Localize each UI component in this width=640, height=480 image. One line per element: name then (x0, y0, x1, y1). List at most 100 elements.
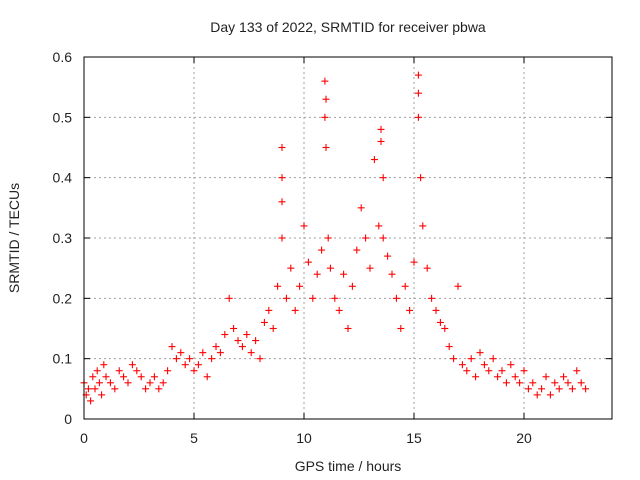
data-point (84, 385, 92, 393)
data-point (87, 397, 95, 405)
data-point (489, 355, 497, 363)
data-point (467, 355, 475, 363)
data-point (392, 294, 400, 302)
data-point (357, 204, 365, 212)
data-point (216, 349, 224, 357)
x-tick-label: 10 (296, 430, 312, 446)
data-point (93, 367, 101, 375)
data-point (582, 385, 590, 393)
data-point (331, 294, 339, 302)
data-point (278, 174, 286, 182)
data-point (260, 318, 268, 326)
data-point (335, 306, 343, 314)
y-tick-label: 0 (64, 411, 72, 427)
data-point (340, 270, 348, 278)
data-point (417, 174, 425, 182)
data-point (300, 222, 308, 230)
axis-ticks (83, 56, 612, 420)
data-point (89, 373, 97, 381)
data-point (155, 385, 163, 393)
data-point (419, 222, 427, 230)
data-point (529, 379, 537, 387)
data-point (199, 349, 207, 357)
data-point (445, 343, 453, 351)
data-point (159, 379, 167, 387)
data-point (172, 355, 180, 363)
y-tick-label: 0.4 (53, 170, 73, 186)
plot-frame (83, 56, 613, 420)
data-point (414, 71, 422, 79)
data-point (551, 379, 559, 387)
data-point (225, 294, 233, 302)
data-point (388, 270, 396, 278)
data-point (406, 306, 414, 314)
data-point (441, 325, 449, 332)
data-point (511, 373, 519, 381)
x-axis-label: GPS time / hours (295, 458, 402, 474)
data-point (282, 294, 290, 302)
grid-lines (84, 57, 612, 419)
data-point (564, 379, 572, 387)
data-point (321, 77, 329, 85)
data-point (379, 234, 387, 242)
data-point (370, 156, 378, 164)
data-point (463, 367, 471, 375)
data-point (278, 144, 286, 151)
data-point (362, 234, 370, 242)
chart-title: Day 133 of 2022, SRMTID for receiver pbw… (210, 19, 486, 35)
data-point (230, 325, 238, 332)
data-point (278, 198, 286, 206)
data-series-points (80, 71, 590, 405)
data-point (322, 144, 330, 151)
x-tick-label: 5 (190, 430, 198, 446)
data-point (137, 373, 145, 381)
data-point (203, 373, 211, 381)
data-point (291, 306, 299, 314)
data-point (498, 367, 506, 375)
data-point (432, 306, 440, 314)
data-point (318, 246, 326, 254)
data-point (485, 367, 493, 375)
data-point (186, 355, 194, 363)
data-point (313, 270, 321, 278)
data-point (502, 379, 510, 387)
y-tick-labels: 0 0.1 0.2 0.3 0.4 0.5 0.6 (53, 49, 73, 427)
data-point (234, 337, 242, 345)
data-point (555, 385, 563, 393)
y-tick-label: 0.6 (53, 49, 73, 65)
x-tick-label: 20 (516, 430, 532, 446)
data-point (348, 282, 356, 290)
data-point (538, 385, 546, 393)
data-point (296, 282, 304, 290)
data-point (458, 361, 466, 369)
data-point (577, 379, 585, 387)
data-point (106, 379, 114, 387)
data-point (100, 361, 108, 369)
data-point (533, 391, 541, 399)
data-point (115, 367, 123, 375)
data-point (410, 258, 418, 266)
y-axis-label: SRMTID / TECUs (6, 183, 22, 293)
data-point (287, 264, 295, 272)
data-point (168, 343, 176, 351)
data-point (243, 331, 251, 339)
data-point (102, 373, 110, 381)
data-point (494, 373, 502, 381)
data-point (379, 174, 387, 182)
data-point (520, 367, 528, 375)
data-point (472, 373, 480, 381)
data-point (414, 113, 422, 121)
data-point (146, 379, 154, 387)
data-point (476, 349, 484, 357)
data-point (269, 325, 277, 332)
data-point (560, 373, 568, 381)
data-point (377, 137, 385, 145)
data-point (401, 282, 409, 290)
data-point (190, 367, 198, 375)
data-point (120, 373, 128, 381)
data-point (384, 252, 392, 260)
data-point (95, 379, 103, 387)
data-point (91, 385, 99, 393)
data-point (450, 355, 458, 363)
data-point (181, 361, 189, 369)
